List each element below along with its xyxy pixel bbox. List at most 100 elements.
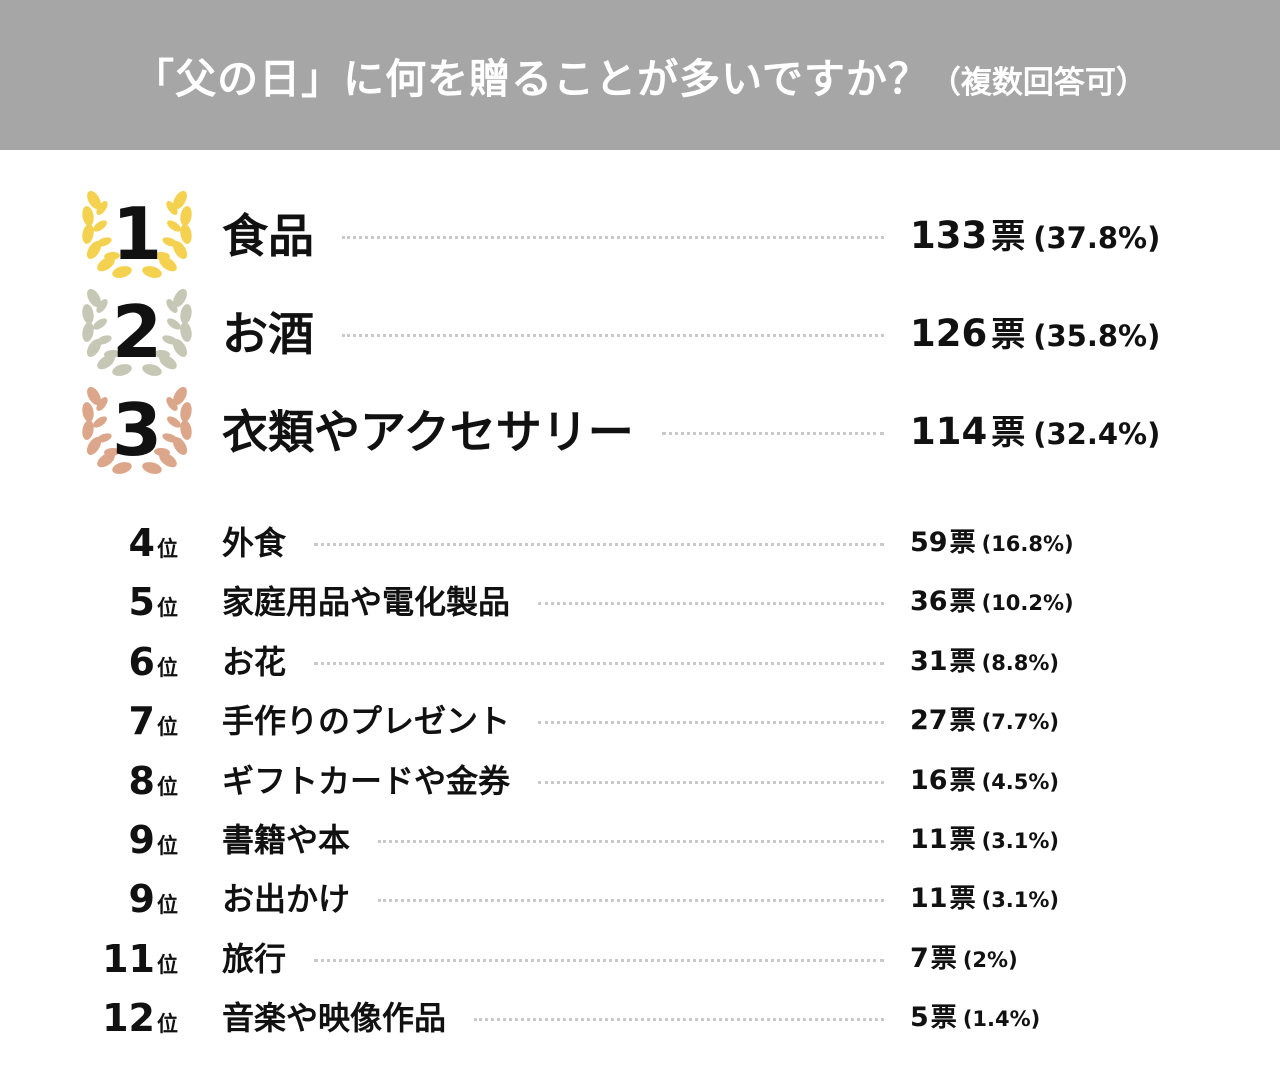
vote-percent: (32.4%) bbox=[1033, 417, 1161, 451]
rank-number: 5 bbox=[128, 580, 155, 624]
rank-number: 2 bbox=[111, 290, 163, 374]
rank-row: 5位 家庭用品や電化製品 36票 (10.2%) bbox=[0, 572, 1280, 632]
vote-percent: (10.2%) bbox=[981, 591, 1074, 615]
vote-unit: 票 bbox=[949, 884, 976, 914]
rank-row: 8位 ギフトカードや金券 16票 (4.5%) bbox=[0, 751, 1280, 811]
title-main: 「父の日」に何を贈ることが多いですか？ bbox=[133, 55, 930, 103]
vote-percent: (16.8%) bbox=[981, 532, 1074, 556]
vote-value: 31票 (8.8%) bbox=[910, 632, 1059, 692]
vote-percent: (4.5%) bbox=[981, 770, 1060, 794]
rank-badge: 7位 bbox=[60, 691, 178, 751]
rank-badge: 12位 bbox=[60, 988, 178, 1048]
page-title: 「父の日」に何を贈ることが多いですか？（複数回答可） bbox=[133, 45, 1147, 105]
vote-value: 16票 (4.5%) bbox=[910, 751, 1059, 811]
vote-percent: (35.8%) bbox=[1033, 319, 1161, 353]
rank-badge: 11位 bbox=[60, 929, 178, 989]
rank-badge: 4位 bbox=[60, 513, 178, 573]
vote-value: 59票 (16.8%) bbox=[910, 513, 1074, 573]
silver-wreath-icon: 2 bbox=[78, 284, 196, 384]
vote-unit: 票 bbox=[991, 217, 1026, 257]
vote-value: 7票 (2%) bbox=[910, 929, 1018, 989]
item-label: 手作りのプレゼント bbox=[222, 702, 511, 740]
vote-unit: 票 bbox=[930, 944, 957, 974]
vote-unit: 票 bbox=[949, 587, 976, 617]
title-subtitle: （複数回答可） bbox=[929, 65, 1147, 101]
vote-unit: 票 bbox=[949, 766, 976, 796]
dotted-leader bbox=[538, 602, 884, 605]
vote-percent: (1.4%) bbox=[962, 1007, 1041, 1031]
vote-percent: (7.7%) bbox=[981, 710, 1060, 734]
dotted-leader bbox=[314, 959, 884, 962]
vote-percent: (3.1%) bbox=[981, 888, 1060, 912]
rank-row: 11位 旅行 7票 (2%) bbox=[0, 929, 1280, 989]
dotted-leader bbox=[538, 721, 884, 724]
item-label: 書籍や本 bbox=[222, 821, 351, 859]
vote-value: 133 票 (37.8%) bbox=[910, 186, 1160, 286]
dotted-leader bbox=[474, 1018, 884, 1021]
item-label: お花 bbox=[222, 643, 287, 681]
item-label: 家庭用品や電化製品 bbox=[222, 583, 511, 621]
vote-count: 126 bbox=[910, 312, 988, 355]
dotted-leader bbox=[662, 432, 884, 435]
page-header: 「父の日」に何を贈ることが多いですか？（複数回答可） bbox=[0, 0, 1280, 150]
rank-number: 12 bbox=[102, 996, 155, 1040]
vote-count: 114 bbox=[910, 410, 988, 453]
rank-row: 6位 お花 31票 (8.8%) bbox=[0, 632, 1280, 692]
vote-count: 36 bbox=[910, 586, 948, 617]
rank-suffix: 位 bbox=[157, 953, 178, 977]
vote-value: 36票 (10.2%) bbox=[910, 572, 1074, 632]
item-label: 音楽や映像作品 bbox=[222, 999, 447, 1037]
vote-value: 11票 (3.1%) bbox=[910, 869, 1059, 929]
vote-count: 5 bbox=[910, 1002, 929, 1033]
dotted-leader bbox=[342, 236, 884, 239]
dotted-leader bbox=[378, 899, 884, 902]
rank-badge: 9位 bbox=[60, 869, 178, 929]
rank-number: 7 bbox=[128, 699, 155, 743]
dotted-leader bbox=[342, 334, 884, 337]
rank-row: 12位 音楽や映像作品 5票 (1.4%) bbox=[0, 988, 1280, 1048]
item-label: 衣類やアクセサリー bbox=[222, 405, 634, 459]
rank-badge: 5位 bbox=[60, 572, 178, 632]
vote-percent: (8.8%) bbox=[981, 651, 1060, 675]
vote-value: 27票 (7.7%) bbox=[910, 691, 1059, 751]
vote-value: 126 票 (35.8%) bbox=[910, 284, 1160, 384]
rank-number: 8 bbox=[128, 759, 155, 803]
vote-count: 7 bbox=[910, 943, 929, 974]
rank-badge: 9位 bbox=[60, 810, 178, 870]
gold-wreath-icon: 1 bbox=[78, 186, 196, 286]
vote-unit: 票 bbox=[930, 1003, 957, 1033]
vote-count: 27 bbox=[910, 705, 948, 736]
rank-number: 3 bbox=[111, 388, 163, 472]
item-label: 旅行 bbox=[222, 940, 287, 978]
rank-number: 11 bbox=[102, 937, 155, 981]
vote-percent: (2%) bbox=[962, 948, 1018, 972]
dotted-leader bbox=[378, 840, 884, 843]
item-label: 外食 bbox=[222, 524, 287, 562]
vote-unit: 票 bbox=[949, 706, 976, 736]
rank-number: 1 bbox=[111, 192, 163, 276]
item-label: ギフトカードや金券 bbox=[222, 762, 511, 800]
vote-value: 11票 (3.1%) bbox=[910, 810, 1059, 870]
rank-row: 7位 手作りのプレゼント 27票 (7.7%) bbox=[0, 691, 1280, 751]
vote-value: 5票 (1.4%) bbox=[910, 988, 1040, 1048]
vote-count: 59 bbox=[910, 527, 948, 558]
item-label: 食品 bbox=[222, 209, 314, 263]
item-label: お酒 bbox=[222, 307, 314, 361]
vote-unit: 票 bbox=[949, 647, 976, 677]
rank-row: 9位 書籍や本 11票 (3.1%) bbox=[0, 810, 1280, 870]
rank-suffix: 位 bbox=[157, 656, 178, 680]
top-rank-row: 2 お酒 126 票 (35.8%) bbox=[0, 284, 1280, 384]
dotted-leader bbox=[538, 781, 884, 784]
item-label: お出かけ bbox=[222, 880, 351, 918]
rank-suffix: 位 bbox=[157, 1012, 178, 1036]
vote-unit: 票 bbox=[991, 315, 1026, 355]
vote-value: 114 票 (32.4%) bbox=[910, 382, 1160, 482]
rank-suffix: 位 bbox=[157, 715, 178, 739]
dotted-leader bbox=[314, 662, 884, 665]
vote-unit: 票 bbox=[949, 528, 976, 558]
rank-number: 9 bbox=[128, 877, 155, 921]
vote-unit: 票 bbox=[991, 413, 1026, 453]
rank-suffix: 位 bbox=[157, 537, 178, 561]
rank-row: 9位 お出かけ 11票 (3.1%) bbox=[0, 869, 1280, 929]
vote-percent: (3.1%) bbox=[981, 829, 1060, 853]
